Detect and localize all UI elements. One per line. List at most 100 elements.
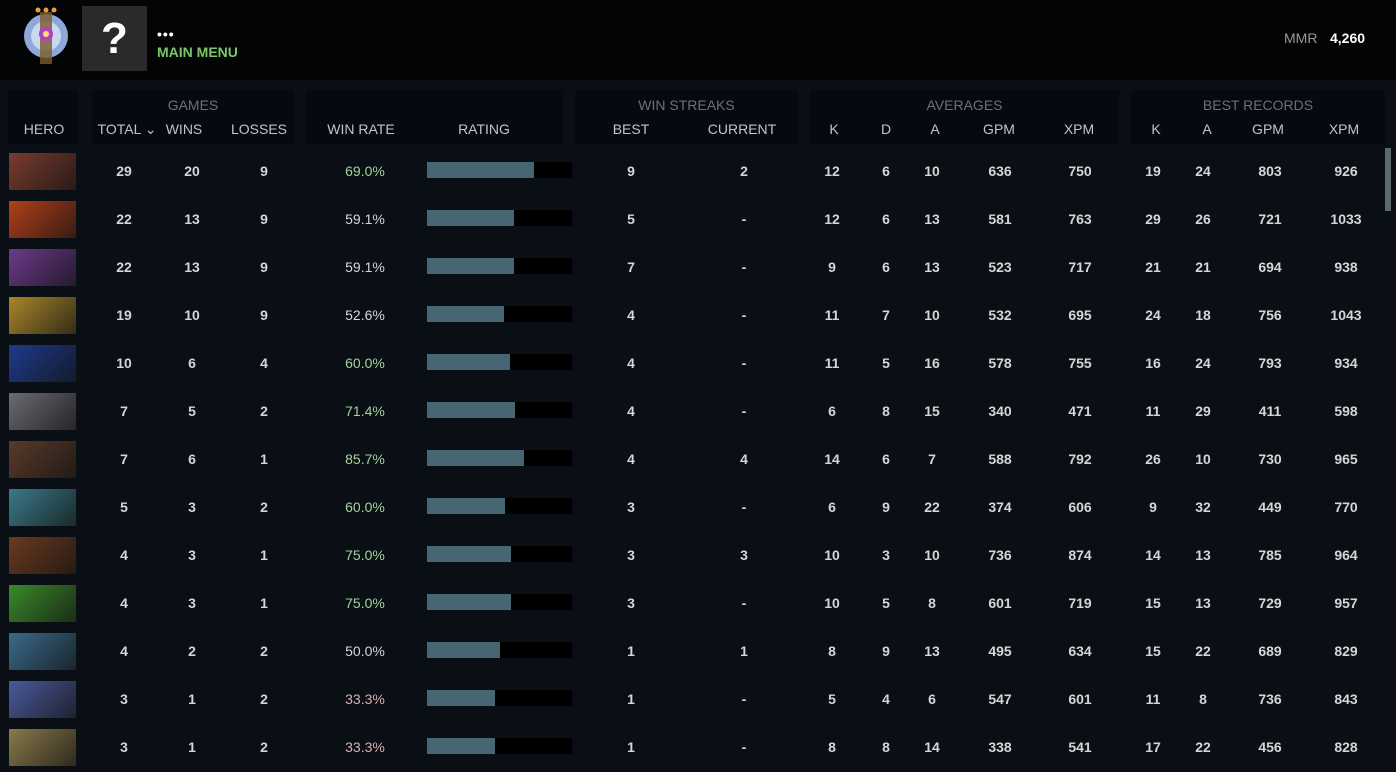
hero-portrait[interactable]: [9, 297, 76, 334]
cell-bgpm: 793: [1258, 355, 1282, 371]
cell-current: -: [741, 355, 747, 371]
cell-gpm: 340: [988, 403, 1012, 419]
table-row[interactable]: 3 1 2 33.3% 1 - 5 4 6 547 601 11 8 736 843: [0, 675, 1382, 723]
cell-losses: 9: [260, 259, 268, 275]
hero-portrait[interactable]: [9, 729, 76, 766]
cell-wins: 1: [188, 691, 196, 707]
table-row[interactable]: 22 13 9 59.1% 7 - 9 6 13 523 717 21 21 694 938: [0, 243, 1382, 291]
hero-portrait[interactable]: [9, 153, 76, 190]
hero-portrait[interactable]: [9, 201, 76, 238]
cell-current: 3: [740, 547, 748, 563]
cell-xpm: 634: [1068, 643, 1092, 659]
cell-current: -: [741, 307, 747, 323]
player-avatar[interactable]: ?: [82, 6, 147, 71]
cell-ba: 22: [1195, 739, 1211, 755]
cell-a: 14: [924, 739, 940, 755]
col-current-streak[interactable]: CURRENT: [707, 121, 777, 137]
table-row[interactable]: 22 13 9 59.1% 5 - 12 6 13 581 763 29 26 721 1033: [0, 195, 1382, 243]
cell-gpm: 532: [988, 307, 1012, 323]
cell-ba: 21: [1195, 259, 1211, 275]
cell-bxpm: 934: [1334, 355, 1358, 371]
hero-portrait[interactable]: [9, 393, 76, 430]
cell-xpm: 471: [1068, 403, 1092, 419]
rating-bar: [427, 210, 572, 226]
cell-total: 4: [120, 643, 128, 659]
cell-wins: 3: [188, 547, 196, 563]
hero-portrait[interactable]: [9, 537, 76, 574]
hero-portrait[interactable]: [9, 585, 76, 622]
table-row[interactable]: 3 1 2 33.3% 1 - 8 8 14 338 541 17 22 456 828: [0, 723, 1382, 771]
cell-bk: 15: [1145, 595, 1161, 611]
cell-a: 10: [924, 307, 940, 323]
cell-win-rate: 71.4%: [345, 403, 385, 419]
cell-d: 6: [882, 163, 890, 179]
table-row[interactable]: 4 3 1 75.0% 3 - 10 5 8 601 719 15 13 729 957: [0, 579, 1382, 627]
table-row[interactable]: 29 20 9 69.0% 9 2 12 6 10 636 750 19 24 803 926: [0, 147, 1382, 195]
table-row[interactable]: 10 6 4 60.0% 4 - 11 5 16 578 755 16 24 793 934: [0, 339, 1382, 387]
col-avg-d[interactable]: D: [880, 121, 892, 137]
col-avg-k[interactable]: K: [829, 121, 839, 137]
col-avg-a[interactable]: A: [930, 121, 940, 137]
cell-bk: 14: [1145, 547, 1161, 563]
table-row[interactable]: 7 6 1 85.7% 4 4 14 6 7 588 792 26 10 730 965: [0, 435, 1382, 483]
cell-bgpm: 729: [1258, 595, 1282, 611]
cell-losses: 2: [260, 739, 268, 755]
cell-bxpm: 964: [1334, 547, 1358, 563]
table-row[interactable]: 5 3 2 60.0% 3-6 9 22 374 606 9 32 449 770: [0, 483, 1382, 531]
col-best-gpm[interactable]: GPM: [1252, 121, 1284, 137]
cell-total: 7: [120, 451, 128, 467]
col-wins[interactable]: WINS: [165, 121, 203, 137]
cell-current: -: [741, 499, 747, 515]
table-row[interactable]: 4 3 1 75.0% 3 3 10 3 10 736 874 14 13 785 964: [0, 531, 1382, 579]
cell-a: 6: [928, 691, 936, 707]
col-avg-gpm[interactable]: GPM: [983, 121, 1015, 137]
games-header-group: [92, 90, 294, 144]
cell-k: 6: [828, 403, 836, 419]
col-best-k[interactable]: K: [1151, 121, 1161, 137]
cell-d: 6: [882, 211, 890, 227]
cell-win-rate: 50.0%: [345, 643, 385, 659]
main-menu-link[interactable]: MAIN MENU: [157, 44, 238, 60]
hero-portrait[interactable]: [9, 681, 76, 718]
cell-d: 5: [882, 355, 890, 371]
col-avg-xpm[interactable]: XPM: [1063, 121, 1095, 137]
col-hero[interactable]: HERO: [23, 121, 65, 137]
scrollbar[interactable]: [1385, 148, 1391, 211]
cell-k: 8: [828, 643, 836, 659]
cell-k: 10: [824, 547, 840, 563]
col-losses[interactable]: LOSSES: [230, 121, 288, 137]
cell-current: -: [741, 691, 747, 707]
cell-gpm: 581: [988, 211, 1012, 227]
table-row[interactable]: 4 2 2 50.0% 1 1 8 9 13 495 634 15 22 689 829: [0, 627, 1382, 675]
col-rating[interactable]: RATING: [458, 121, 510, 137]
cell-best: 7: [627, 259, 635, 275]
cell-best: 1: [627, 643, 635, 659]
hero-portrait[interactable]: [9, 489, 76, 526]
col-total-sorted[interactable]: TOTAL ⌄: [97, 121, 157, 137]
hero-portrait[interactable]: [9, 633, 76, 670]
table-row[interactable]: 7 5 2 71.4% 4 - 6 8 15 340 471 11 29 411 598: [0, 387, 1382, 435]
rating-bar: [427, 690, 572, 706]
rating-bar-fill: [427, 594, 512, 610]
col-best-streak[interactable]: BEST: [612, 121, 650, 137]
cell-wins: 3: [188, 595, 196, 611]
cell-a: 13: [924, 259, 940, 275]
cell-gpm: 338: [988, 739, 1012, 755]
col-best-a[interactable]: A: [1202, 121, 1212, 137]
hero-portrait[interactable]: [9, 345, 76, 382]
cell-bk: 17: [1145, 739, 1161, 755]
col-win-rate[interactable]: WIN RATE: [327, 121, 395, 137]
cell-bgpm: 694: [1258, 259, 1282, 275]
hero-portrait[interactable]: [9, 441, 76, 478]
cell-bxpm: 598: [1334, 403, 1358, 419]
hero-portrait[interactable]: [9, 249, 76, 286]
winrate-header-group: [306, 90, 563, 144]
col-best-xpm[interactable]: XPM: [1328, 121, 1360, 137]
cell-losses: 2: [260, 691, 268, 707]
table-row[interactable]: 19 10 9 52.6% 4 - 11 7 10 532 695 24 18 756 1043: [0, 291, 1382, 339]
cell-bxpm: 828: [1334, 739, 1358, 755]
cell-losses: 2: [260, 499, 268, 515]
cell-total: 7: [120, 403, 128, 419]
cell-bgpm: 785: [1258, 547, 1282, 563]
cell-bk: 29: [1145, 211, 1161, 227]
